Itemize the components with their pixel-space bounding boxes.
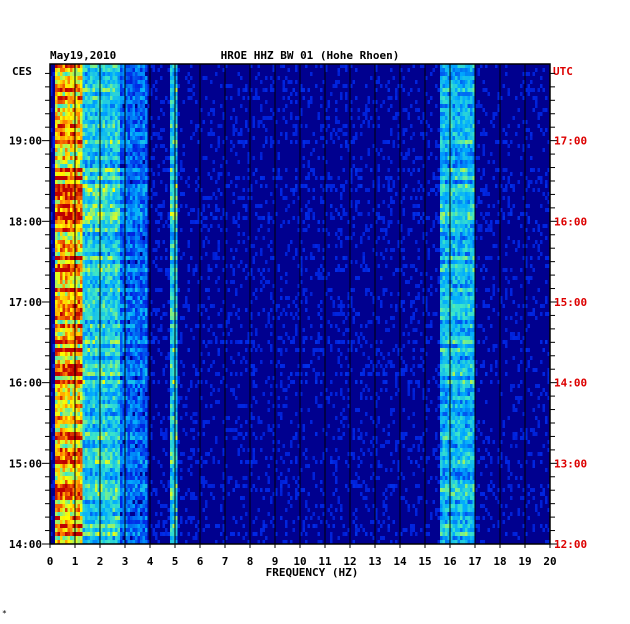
right-time-label: 13:00 bbox=[554, 457, 587, 470]
x-tick-label: 10 bbox=[293, 555, 306, 568]
x-tick-label: 19 bbox=[518, 555, 531, 568]
right-time-label: 15:00 bbox=[554, 296, 587, 309]
x-tick-label: 20 bbox=[543, 555, 556, 568]
left-time-label: 19:00 bbox=[9, 135, 42, 148]
x-tick-label: 5 bbox=[172, 555, 179, 568]
x-tick-label: 3 bbox=[122, 555, 129, 568]
x-tick-label: 2 bbox=[97, 555, 104, 568]
x-tick-label: 11 bbox=[318, 555, 332, 568]
x-tick-label: 17 bbox=[468, 555, 481, 568]
left-time-label: 14:00 bbox=[9, 538, 42, 551]
x-axis: 0 1 2 3 4 5 6 7 8 9 10 11 12 13 14 15 16 17 18 19 20 bbox=[47, 544, 557, 568]
x-tick-label: 14 bbox=[393, 555, 407, 568]
right-time-label: 17:00 bbox=[554, 135, 587, 148]
x-tick-label: 7 bbox=[222, 555, 229, 568]
left-time-label: 15:00 bbox=[9, 457, 42, 470]
footer-mark: * bbox=[2, 609, 7, 618]
chart-date: May19,2010 bbox=[50, 49, 116, 62]
right-time-axis: 17:00 16:00 15:00 14:00 13:00 12:00 bbox=[550, 72, 587, 551]
chart-title: HROE HHZ BW 01 (Hohe Rhoen) bbox=[221, 49, 400, 62]
x-tick-label: 8 bbox=[247, 555, 254, 568]
right-axis-label: UTC bbox=[553, 65, 573, 78]
right-time-label: 16:00 bbox=[554, 215, 587, 228]
x-axis-label: FREQUENCY (HZ) bbox=[266, 566, 359, 579]
x-tick-label: 16 bbox=[443, 555, 457, 568]
left-time-label: 16:00 bbox=[9, 377, 42, 390]
x-tick-label: 12 bbox=[343, 555, 356, 568]
x-tick-label: 6 bbox=[197, 555, 204, 568]
gridlines bbox=[49, 63, 551, 545]
right-time-label: 14:00 bbox=[554, 377, 587, 390]
spectrogram-cells bbox=[50, 64, 550, 544]
x-tick-label: 1 bbox=[72, 555, 79, 568]
x-tick-label: 9 bbox=[272, 555, 279, 568]
x-tick-label: 0 bbox=[47, 555, 54, 568]
right-time-label: 12:00 bbox=[554, 538, 587, 551]
x-tick-label: 18 bbox=[493, 555, 506, 568]
left-time-axis: 19:00 18:00 17:00 16:00 15:00 14:00 bbox=[9, 72, 50, 551]
left-time-label: 18:00 bbox=[9, 215, 42, 228]
x-tick-label: 15 bbox=[418, 555, 431, 568]
x-tick-label: 4 bbox=[147, 555, 154, 568]
left-time-label: 17:00 bbox=[9, 296, 42, 309]
x-tick-label: 13 bbox=[368, 555, 381, 568]
left-axis-label: CES bbox=[12, 65, 32, 78]
